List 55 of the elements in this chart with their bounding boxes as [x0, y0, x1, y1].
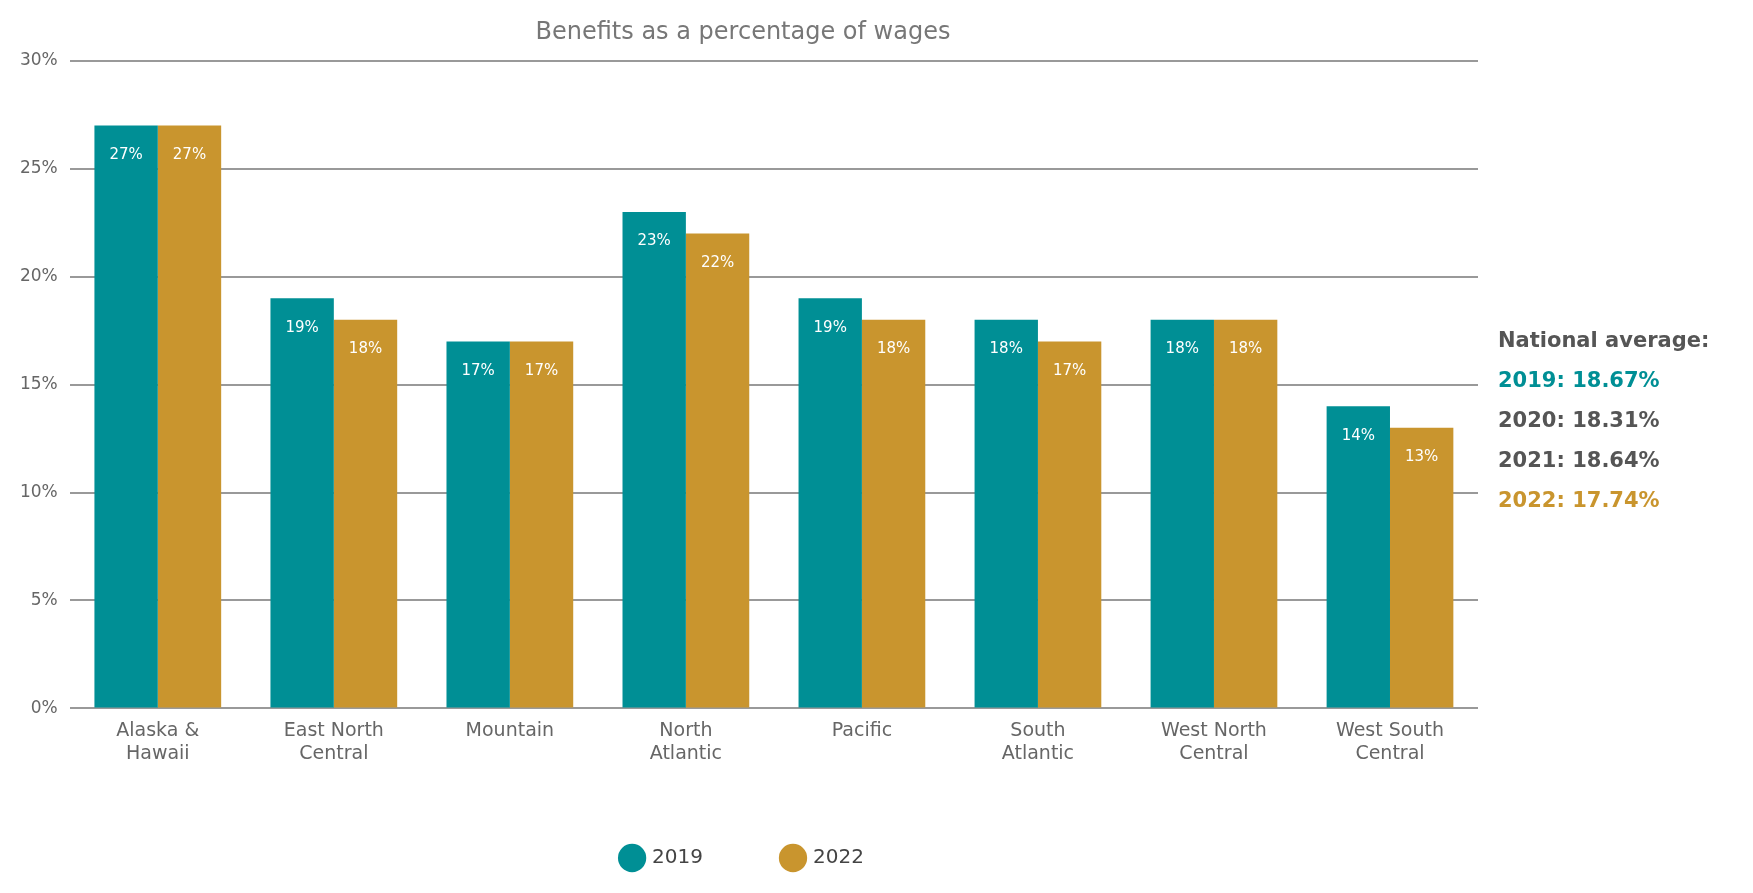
data-label: 14% — [1341, 425, 1375, 444]
data-label: 19% — [813, 317, 847, 336]
data-label: 17% — [461, 360, 495, 379]
data-label: 18% — [348, 339, 383, 358]
bar — [861, 319, 926, 708]
data-label: 13% — [1405, 447, 1439, 466]
bar — [509, 341, 574, 708]
bar — [685, 233, 750, 708]
y-tick-label: 25% — [19, 157, 58, 178]
x-tick-label: Pacific — [831, 717, 893, 740]
legend-label: 2022 — [813, 844, 864, 869]
x-tick-label: West South Central — [1335, 717, 1444, 763]
y-tick-label: 5% — [30, 588, 58, 609]
y-tick-label: 20% — [19, 265, 58, 286]
text: 2022: 17.74% — [1498, 488, 1661, 512]
bar — [1037, 341, 1102, 708]
bar — [1213, 319, 1278, 708]
x-tick-label: North Atlantic — [649, 717, 723, 763]
legend-label: 2019 — [652, 844, 704, 869]
data-label: 18% — [989, 339, 1023, 358]
data-label: 27% — [109, 144, 143, 163]
chart-title: Benefits as a percentage of wages — [535, 16, 951, 45]
data-label: 18% — [1228, 339, 1263, 358]
bar — [798, 298, 862, 708]
x-tick-label: East North Central — [283, 717, 384, 763]
bar — [94, 125, 158, 708]
bar — [446, 341, 510, 708]
x-tick-label: South Atlantic — [1001, 717, 1075, 763]
bar — [270, 298, 334, 708]
data-label: 18% — [876, 339, 911, 358]
bar — [622, 211, 686, 708]
data-label: 18% — [1165, 339, 1199, 358]
text: National average: — [1498, 328, 1710, 352]
y-tick-label: 15% — [19, 373, 58, 394]
y-tick-label: 10% — [19, 480, 58, 501]
data-label: 22% — [700, 252, 735, 271]
bar — [1389, 427, 1454, 708]
bar — [974, 319, 1038, 708]
x-tick-label: Alaska & Hawaii — [116, 717, 200, 763]
bar — [1326, 406, 1390, 708]
data-label: 17% — [524, 360, 559, 379]
text: 2020: 18.31% — [1498, 408, 1661, 432]
text: 2021: 18.64% — [1498, 448, 1661, 472]
data-label: 23% — [637, 231, 671, 250]
data-label: 27% — [172, 144, 207, 163]
data-label: 17% — [1052, 360, 1087, 379]
bar — [333, 319, 398, 708]
bar — [1150, 319, 1214, 708]
x-tick-label: West North Central — [1161, 717, 1267, 763]
bar — [157, 125, 222, 708]
x-tick-label: Mountain — [465, 717, 555, 740]
data-label: 19% — [285, 317, 319, 336]
y-tick-label: 0% — [30, 696, 58, 717]
y-tick-label: 30% — [19, 49, 58, 70]
text: 2019: 18.67% — [1498, 368, 1661, 392]
